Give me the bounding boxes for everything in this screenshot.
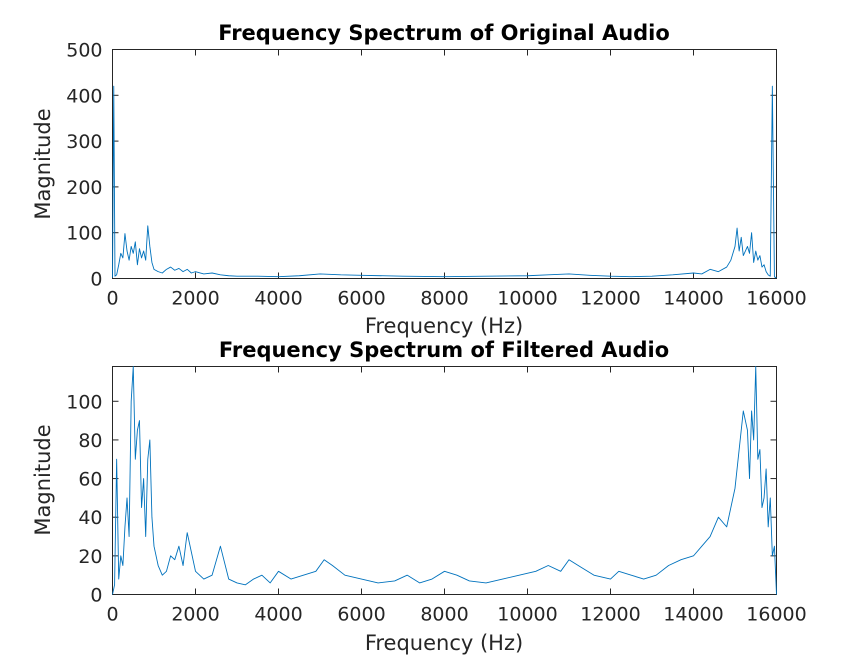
- x-ticks-filtered: 0 2000 4000 6000 8000 10000 12000 14000 16000: [106, 366, 807, 626]
- x-ticks-original: 0 2000 4000 6000 8000 10000 12000 14000 16000: [106, 49, 807, 310]
- y-tick-label: 0: [90, 269, 102, 291]
- x-tick-label: 10000: [497, 604, 557, 626]
- y-ticks-filtered: 0 20 40 60 80 100: [66, 391, 777, 607]
- x-tick-label: 10000: [497, 288, 557, 310]
- y-tick-label: 200: [66, 177, 102, 199]
- chart-title-filtered: Frequency Spectrum of Filtered Audio: [219, 338, 669, 362]
- x-tick-label: 2000: [171, 288, 219, 310]
- x-tick-label: 6000: [337, 288, 385, 310]
- y-tick-label: 100: [66, 391, 102, 413]
- y-tick-label: 40: [78, 507, 102, 529]
- y-tick-label: 500: [66, 40, 102, 62]
- x-tick-label: 0: [106, 604, 118, 626]
- x-tick-label: 12000: [580, 604, 640, 626]
- chart-title-original: Frequency Spectrum of Original Audio: [218, 21, 670, 45]
- x-tick-label: 16000: [746, 604, 806, 626]
- x-tick-label: 16000: [746, 288, 806, 310]
- x-axis-label-original: Frequency (Hz): [365, 314, 523, 338]
- x-tick-label: 4000: [254, 288, 302, 310]
- x-tick-label: 8000: [420, 288, 468, 310]
- y-tick-label: 60: [78, 469, 102, 491]
- y-tick-label: 80: [78, 430, 102, 452]
- plot-area-filtered: [112, 366, 777, 595]
- x-tick-label: 14000: [663, 604, 723, 626]
- y-tick-label: 100: [66, 223, 102, 245]
- plot-area-original: [112, 49, 777, 279]
- x-tick-label: 8000: [420, 604, 468, 626]
- y-tick-label: 400: [66, 85, 102, 107]
- x-tick-label: 4000: [254, 604, 302, 626]
- y-tick-label: 20: [78, 546, 102, 568]
- y-ticks-original: 0 100 200 300 400 500: [66, 40, 777, 291]
- x-axis-label-filtered: Frequency (Hz): [365, 631, 523, 655]
- y-axis-label-original: Magnitude: [31, 108, 55, 219]
- x-tick-label: 2000: [171, 604, 219, 626]
- x-tick-label: 12000: [580, 288, 640, 310]
- subplot-original: Frequency Spectrum of Original Audio 0 20…: [31, 21, 807, 338]
- series-line-filtered: [112, 366, 777, 595]
- y-axis-label-filtered: Magnitude: [31, 424, 55, 535]
- x-tick-label: 6000: [337, 604, 385, 626]
- x-tick-label: 14000: [663, 288, 723, 310]
- series-line-original: [112, 85, 777, 279]
- subplot-filtered: Frequency Spectrum of Filtered Audio 0 20…: [31, 338, 807, 655]
- x-tick-label: 0: [106, 288, 118, 310]
- y-tick-label: 0: [90, 585, 102, 607]
- y-tick-label: 300: [66, 131, 102, 153]
